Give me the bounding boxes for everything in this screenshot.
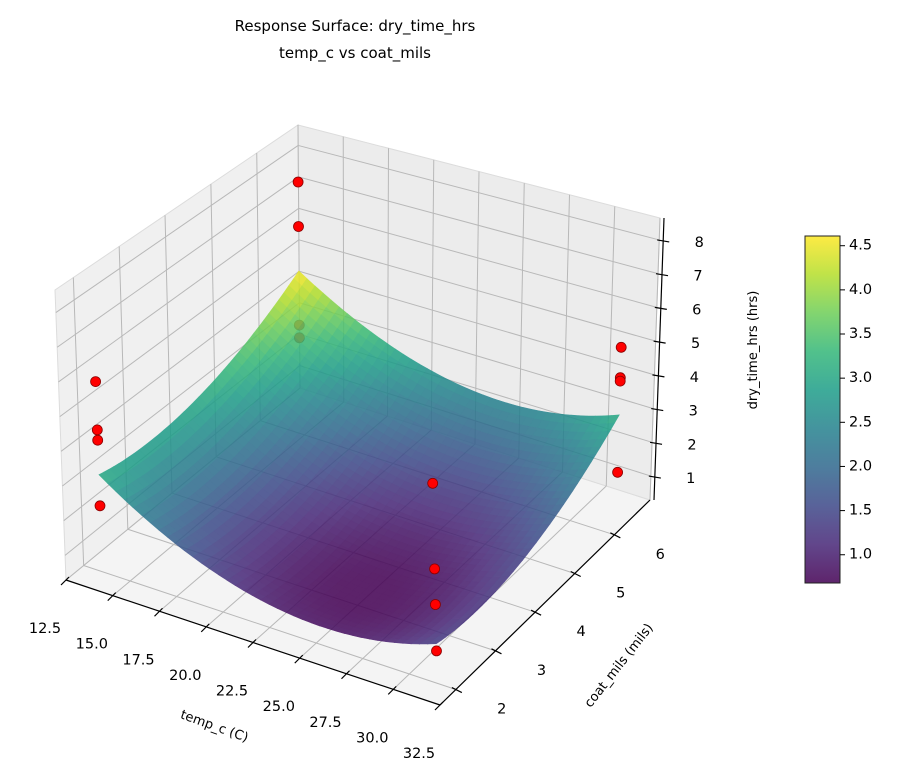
z-tick-label: 1 bbox=[686, 471, 695, 487]
z-tick-label: 4 bbox=[690, 370, 699, 386]
x-tick-label: 22.5 bbox=[216, 684, 248, 700]
data-point bbox=[427, 477, 439, 489]
z-tick bbox=[651, 407, 664, 412]
z-tick-label: 5 bbox=[691, 336, 700, 352]
data-point bbox=[292, 176, 304, 188]
colorbar-tick-label: 4.5 bbox=[849, 238, 872, 254]
x-tick-label: 15.0 bbox=[76, 637, 108, 653]
surface-cell bbox=[426, 640, 442, 645]
x-tick-label: 17.5 bbox=[122, 652, 154, 668]
colorbar-tick-label: 4.0 bbox=[849, 282, 872, 298]
data-point bbox=[429, 599, 441, 610]
z-tick bbox=[653, 340, 666, 344]
z-tick-label: 6 bbox=[692, 302, 701, 318]
x-tick bbox=[200, 623, 210, 633]
x-tick bbox=[434, 701, 444, 711]
y-tick bbox=[570, 570, 581, 578]
y-tick-label: 2 bbox=[497, 702, 506, 718]
z-tick-label: 2 bbox=[687, 437, 696, 453]
y-tick-label: 6 bbox=[656, 547, 665, 563]
wall-gridline-z bbox=[59, 239, 300, 418]
points-above-surface bbox=[90, 176, 627, 610]
floor-gridline-y bbox=[83, 565, 457, 691]
colorbar-tick-label: 1.5 bbox=[849, 503, 872, 519]
y-tick bbox=[491, 648, 502, 655]
data-point bbox=[293, 221, 304, 232]
colorbar-frame bbox=[804, 235, 841, 584]
z-tick bbox=[649, 441, 663, 445]
wall-gridline-z bbox=[298, 270, 655, 376]
colorbar-tick-label: 2.5 bbox=[849, 414, 872, 430]
y-axis-label: coat_mils (mils) bbox=[582, 621, 657, 711]
z-tick bbox=[652, 374, 665, 378]
wall-gridline-z bbox=[299, 302, 654, 410]
wall-gridline-x bbox=[605, 206, 616, 487]
y-axis-line bbox=[439, 499, 651, 706]
x-tick-label: 20.0 bbox=[169, 668, 201, 684]
wall-gridline-y bbox=[72, 277, 85, 566]
z-tick-label: 7 bbox=[693, 269, 702, 285]
x-tick bbox=[60, 576, 70, 586]
z-tick bbox=[657, 239, 670, 243]
x-tick-label: 32.5 bbox=[403, 746, 435, 762]
z-tick bbox=[655, 273, 669, 277]
x-axis-label: temp_c (C) bbox=[178, 708, 250, 746]
colorbar-tick-label: 3.0 bbox=[849, 370, 872, 386]
x-tick-label: 30.0 bbox=[356, 730, 388, 746]
colorbar-tick-label: 2.0 bbox=[849, 459, 872, 475]
wall-gridline-z bbox=[55, 145, 299, 313]
z-axis-line bbox=[653, 217, 665, 501]
colorbar-tick-label: 1.0 bbox=[849, 547, 872, 563]
colorbar-tick-label: 3.5 bbox=[849, 326, 872, 342]
z-tick-label: 3 bbox=[689, 404, 698, 420]
x-tick bbox=[387, 685, 397, 695]
data-point bbox=[91, 424, 103, 436]
chart-title: Response Surface: dry_time_hrs bbox=[235, 17, 476, 36]
data-point bbox=[94, 500, 106, 512]
wall-gridline-z bbox=[58, 207, 299, 383]
data-point bbox=[614, 375, 626, 387]
y-tick-label: 3 bbox=[537, 663, 546, 679]
wall-gridline-x bbox=[649, 217, 661, 501]
x-tick-label: 27.5 bbox=[309, 715, 341, 731]
x-tick bbox=[247, 639, 257, 648]
axis-lines bbox=[60, 217, 670, 711]
x-tick bbox=[341, 670, 350, 680]
colorbar-gradient bbox=[805, 236, 840, 583]
colorbar: 1.0 1.5 2.0 2.5 3.0 3.5 4.0 4.5 bbox=[804, 235, 872, 584]
data-point bbox=[92, 434, 104, 446]
wall-gridline-z bbox=[60, 270, 300, 452]
response-surface bbox=[98, 270, 620, 645]
tick-labels: 12.5 15.0 17.5 20.0 22.5 25.0 27.5 30.0 32.5 2 3 4 5… bbox=[29, 235, 704, 762]
y-tick-label: 5 bbox=[616, 586, 625, 602]
x-tick bbox=[154, 607, 163, 617]
z-tick bbox=[654, 306, 667, 310]
wall-gridline-z bbox=[298, 176, 659, 275]
wall-gridline-z bbox=[298, 144, 660, 241]
data-point bbox=[431, 645, 442, 657]
y-tick-label: 4 bbox=[576, 624, 585, 640]
data-point bbox=[429, 563, 441, 575]
z-tick-label: 8 bbox=[695, 235, 704, 251]
y-tick bbox=[530, 609, 542, 616]
wall-gridline-z bbox=[298, 239, 656, 342]
data-point bbox=[615, 341, 627, 353]
z-tick bbox=[648, 475, 661, 479]
floor-gridline-x bbox=[392, 485, 607, 690]
wall-gridline-z bbox=[298, 207, 657, 308]
data-point bbox=[90, 376, 101, 388]
x-tick bbox=[294, 654, 304, 664]
chart-subtitle: temp_c vs coat_mils bbox=[279, 44, 431, 63]
x-tick-label: 25.0 bbox=[263, 699, 295, 715]
y-tick bbox=[451, 686, 463, 694]
y-tick bbox=[610, 532, 621, 539]
x-tick bbox=[107, 592, 117, 602]
data-point bbox=[612, 466, 623, 478]
z-axis-label: dry_time_hrs (hrs) bbox=[746, 291, 761, 410]
wall-gridline-z bbox=[56, 176, 299, 348]
x-tick-label: 12.5 bbox=[29, 621, 61, 637]
